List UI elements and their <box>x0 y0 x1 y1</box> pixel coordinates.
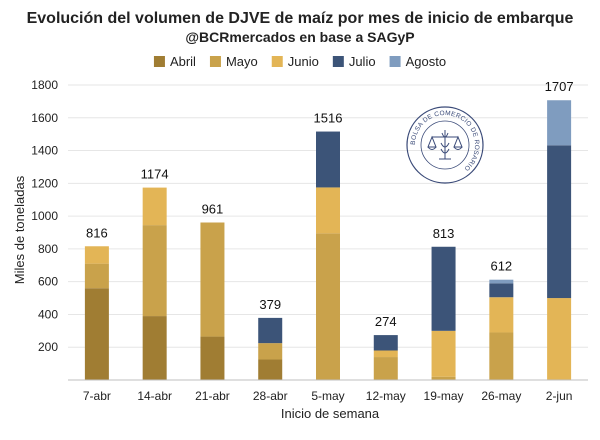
bar-junio-12-may <box>373 350 398 358</box>
legend-label-julio: Julio <box>349 54 376 69</box>
y-tick-label: 400 <box>38 307 58 321</box>
bcr-seal-watermark: BOLSA DE COMERCIO DE ROSARIO <box>406 106 484 184</box>
bar-julio-5-may <box>316 131 340 188</box>
x-tick-label: 2-jun <box>546 389 573 403</box>
chart-title: Evolución del volumen de DJVE de maíz po… <box>27 10 574 27</box>
bar-junio-26-may <box>489 297 514 333</box>
bar-junio-14-abr <box>142 187 167 226</box>
x-axis-ticks: 7-abr 14-abr 21-abr 28-abr 5-may 12-may 19-may… <box>83 389 573 403</box>
legend-swatch-agosto <box>389 56 401 67</box>
bar-junio-19-may <box>431 330 456 377</box>
chart-legend: Abril Mayo Junio Julio Agosto <box>153 54 446 69</box>
y-tick-label: 200 <box>38 340 58 354</box>
bar-agosto-2-jun <box>547 100 572 146</box>
bar-junio-7-abr <box>84 246 109 264</box>
bar-julio-19-may <box>431 246 456 331</box>
bar-julio-12-may <box>373 335 398 351</box>
bar-total-label: 816 <box>86 225 108 240</box>
bar-mayo-21-abr <box>200 222 225 337</box>
x-tick-label: 21-abr <box>195 389 230 403</box>
bar-julio-2-jun <box>547 145 572 299</box>
legend-label-mayo: Mayo <box>226 54 258 69</box>
x-tick-label: 19-may <box>424 389 464 403</box>
chart-subtitle: @BCRmercados en base a SAGyP <box>185 29 414 45</box>
bar-mayo-12-may <box>373 357 398 380</box>
y-tick-label: 600 <box>38 275 58 289</box>
legend-swatch-junio <box>271 56 283 67</box>
scales-icon <box>427 130 463 160</box>
x-tick-label: 28-abr <box>253 389 288 403</box>
bar-mayo-7-abr <box>84 263 109 289</box>
bar-total-label: 1707 <box>545 79 574 94</box>
bar-abril-21-abr <box>200 336 225 380</box>
bar-junio-2-jun <box>547 298 572 380</box>
y-tick-label: 1000 <box>31 209 58 223</box>
legend-label-junio: Junio <box>288 54 319 69</box>
y-tick-label: 800 <box>38 242 58 256</box>
y-axis-ticks: 200 400 600 800 1000 1200 1400 1600 1800 <box>31 78 58 354</box>
bar-total-label: 274 <box>375 314 397 329</box>
y-tick-label: 1800 <box>31 78 58 92</box>
x-tick-label: 5-may <box>311 389 344 403</box>
x-tick-label: 26-may <box>481 389 521 403</box>
bar-mayo-5-may <box>316 233 340 380</box>
bar-abril-28-abr <box>258 359 283 380</box>
x-axis-label: Inicio de semana <box>281 406 380 421</box>
bar-mayo-14-abr <box>142 225 167 317</box>
y-tick-label: 1200 <box>31 176 58 190</box>
bar-total-label: 1174 <box>141 167 169 182</box>
legend-swatch-mayo <box>209 56 221 67</box>
x-tick-label: 7-abr <box>83 389 111 403</box>
y-tick-label: 1400 <box>31 144 58 158</box>
bar-julio-28-abr <box>258 317 283 344</box>
bar-abril-14-abr <box>142 316 167 380</box>
bar-total-label: 612 <box>490 259 512 274</box>
bar-mayo-26-may <box>489 332 514 380</box>
legend-label-abril: Abril <box>170 54 196 69</box>
bar-agosto-26-may <box>489 279 514 284</box>
y-tick-label: 1600 <box>31 111 58 125</box>
bar-total-labels: 816 1174 961 379 1516 274 813 612 1707 <box>86 79 574 329</box>
bar-mayo-19-may <box>431 376 456 380</box>
bar-total-label: 961 <box>202 202 224 217</box>
bar-abril-7-abr <box>84 288 109 380</box>
legend-swatch-abril <box>153 56 165 67</box>
x-tick-label: 14-abr <box>137 389 172 403</box>
legend-label-agosto: Agosto <box>406 54 446 69</box>
bar-junio-5-may <box>316 187 340 234</box>
x-tick-label: 12-may <box>366 389 406 403</box>
bar-mayo-28-abr <box>258 343 283 360</box>
legend-swatch-julio <box>332 56 344 67</box>
chart-bars <box>84 100 572 380</box>
bar-julio-26-may <box>489 283 514 298</box>
bar-total-label: 379 <box>259 297 281 312</box>
bar-total-label: 1516 <box>314 111 343 126</box>
y-axis-label: Miles de toneladas <box>12 175 27 284</box>
bar-total-label: 813 <box>433 226 455 241</box>
